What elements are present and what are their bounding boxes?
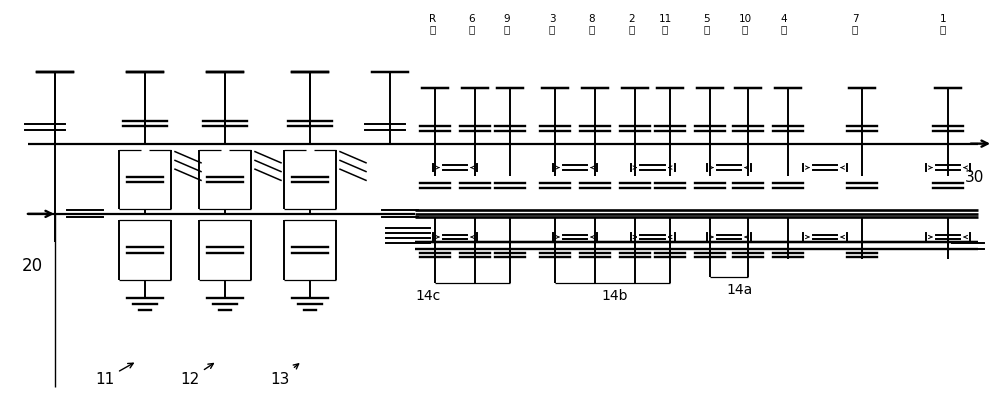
Text: 2
挡: 2 挡: [629, 14, 635, 34]
Text: 3
挡: 3 挡: [549, 14, 555, 34]
Text: 7
挡: 7 挡: [852, 14, 858, 34]
Text: 1
挡: 1 挡: [940, 14, 946, 34]
Text: R
挡: R 挡: [429, 14, 437, 34]
Text: 13: 13: [270, 364, 299, 387]
Text: 9
挡: 9 挡: [504, 14, 510, 34]
Text: 14b: 14b: [602, 289, 628, 303]
Text: 8
挡: 8 挡: [589, 14, 595, 34]
Text: 6
挡: 6 挡: [469, 14, 475, 34]
Text: 14a: 14a: [727, 283, 753, 297]
Text: 12: 12: [180, 363, 213, 387]
Text: 14c: 14c: [415, 289, 440, 303]
Text: 4
挡: 4 挡: [781, 14, 787, 34]
Text: 20: 20: [22, 257, 43, 275]
Text: 10
挡: 10 挡: [738, 14, 752, 34]
Text: 11: 11: [95, 363, 133, 387]
Text: 5
挡: 5 挡: [704, 14, 710, 34]
Text: 30: 30: [965, 170, 985, 185]
Text: 11
挡: 11 挡: [658, 14, 672, 34]
